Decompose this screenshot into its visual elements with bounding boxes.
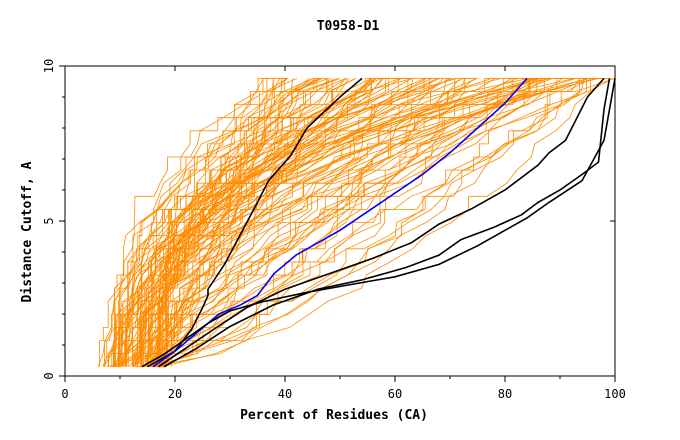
background-model-line xyxy=(155,78,431,368)
background-model-curves xyxy=(97,78,616,368)
background-model-line xyxy=(121,78,323,367)
background-model-line xyxy=(161,78,438,367)
background-model-line xyxy=(171,78,427,367)
background-model-line xyxy=(148,78,536,367)
background-model-line xyxy=(154,78,616,367)
chart-title: T0958-D1 xyxy=(317,19,380,34)
highlighted-model-line xyxy=(141,78,616,368)
highlighted-model-curves xyxy=(141,77,616,368)
background-model-line xyxy=(136,78,476,367)
background-model-line xyxy=(145,78,536,367)
background-model-line xyxy=(119,78,288,367)
background-model-line xyxy=(151,78,377,367)
background-model-line xyxy=(163,78,327,367)
plot-axes: 0 20 40 60 80 100 0 5 10 xyxy=(42,59,626,401)
background-model-line xyxy=(151,78,538,368)
background-model-line xyxy=(162,78,539,367)
background-model-line xyxy=(102,78,317,367)
x-tick-label: 0 xyxy=(61,387,68,401)
background-model-line xyxy=(156,78,402,367)
y-axis-label: Distance Cutoff, A xyxy=(20,161,35,302)
background-model-line xyxy=(148,78,408,367)
y-tick-label: 5 xyxy=(42,217,56,224)
background-model-line xyxy=(125,78,451,367)
background-model-line xyxy=(155,78,412,367)
x-tick-label: 60 xyxy=(388,387,402,401)
background-model-line xyxy=(158,78,438,367)
background-model-line xyxy=(133,78,519,367)
background-model-line xyxy=(121,78,444,367)
background-model-line xyxy=(162,78,593,368)
x-tick-label: 80 xyxy=(498,387,512,401)
y-tick-label: 10 xyxy=(42,59,56,73)
highlighted-model-line xyxy=(152,77,528,368)
highlighted-model-line xyxy=(158,77,605,368)
background-model-line xyxy=(112,78,447,368)
background-model-line xyxy=(159,78,432,368)
background-model-line xyxy=(156,78,274,367)
x-axis-label: Percent of Residues (CA) xyxy=(240,408,428,423)
background-model-line xyxy=(132,78,356,367)
y-tick-label: 0 xyxy=(42,372,56,379)
background-model-line xyxy=(143,78,614,367)
x-tick-label: 20 xyxy=(168,387,182,401)
x-tick-label: 100 xyxy=(604,387,626,401)
background-model-line xyxy=(99,78,529,368)
background-model-line xyxy=(166,78,288,367)
x-tick-label: 40 xyxy=(278,387,292,401)
highlighted-model-line xyxy=(147,77,363,368)
background-model-line xyxy=(154,78,585,368)
background-model-line xyxy=(132,78,413,367)
